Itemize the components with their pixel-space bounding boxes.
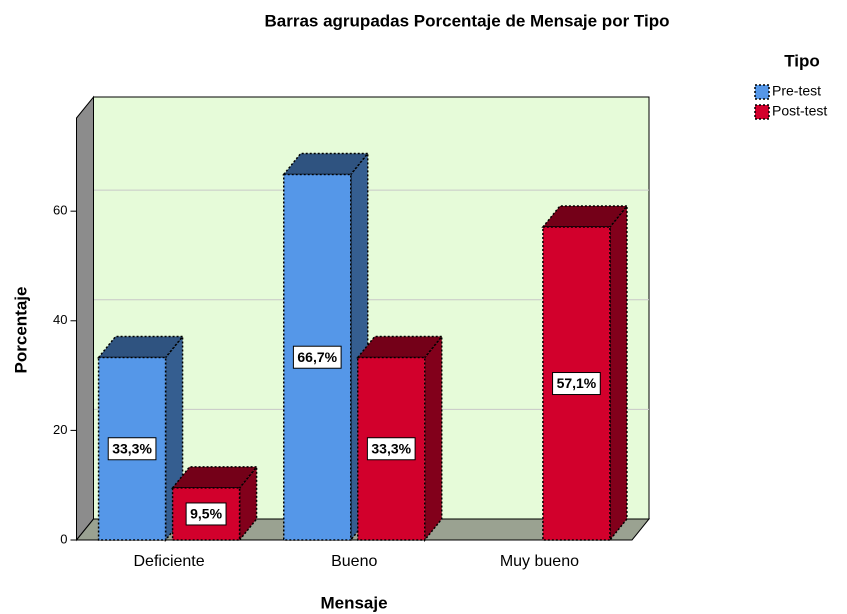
bar-group: 9,5%: [171, 464, 259, 543]
y-tick-label: 60: [53, 203, 67, 218]
data-label: 33,3%: [112, 440, 152, 456]
data-label: 9,5%: [190, 506, 222, 522]
bar-group: 57,1%: [541, 203, 629, 543]
x-axis-title: Mensaje: [320, 593, 387, 612]
data-label: 33,3%: [371, 440, 411, 456]
data-label-box: [107, 437, 157, 461]
legend-title: Tipo: [784, 51, 820, 70]
data-label-box: [292, 345, 342, 369]
y-tick-label: 40: [53, 312, 67, 327]
data-label: 66,7%: [297, 349, 337, 365]
bar-side: [609, 203, 628, 543]
data-label-box: [185, 502, 227, 526]
chart-title: Barras agrupadas Porcentaje de Mensaje p…: [265, 11, 670, 30]
data-label: 57,1%: [557, 375, 597, 391]
y-axis-title: Porcentaje: [11, 287, 30, 374]
legend-swatch: [754, 84, 770, 100]
y-tick-label: 0: [60, 531, 67, 546]
bar-top: [356, 335, 444, 359]
bar-top: [282, 152, 370, 176]
x-tick-label: Deficiente: [134, 553, 205, 570]
data-label-box: [552, 372, 601, 396]
data-label-box: [366, 437, 416, 461]
bar-group: 66,7%: [282, 151, 370, 543]
legend-label: Post-test: [772, 103, 827, 119]
bar-top: [171, 466, 259, 489]
left-wall: [76, 95, 94, 542]
legend-swatch: [754, 104, 770, 120]
legend-label: Pre-test: [772, 83, 821, 99]
bar-group: 33,3%: [97, 334, 185, 543]
bar-group: 33,3%: [356, 334, 444, 543]
bar-top: [541, 205, 629, 228]
bar-side: [238, 464, 258, 543]
bar-top: [97, 335, 185, 359]
x-tick-label: Muy bueno: [500, 553, 579, 570]
x-tick-label: Bueno: [331, 553, 377, 570]
bar-side: [424, 334, 443, 543]
y-tick-label: 20: [53, 422, 67, 437]
